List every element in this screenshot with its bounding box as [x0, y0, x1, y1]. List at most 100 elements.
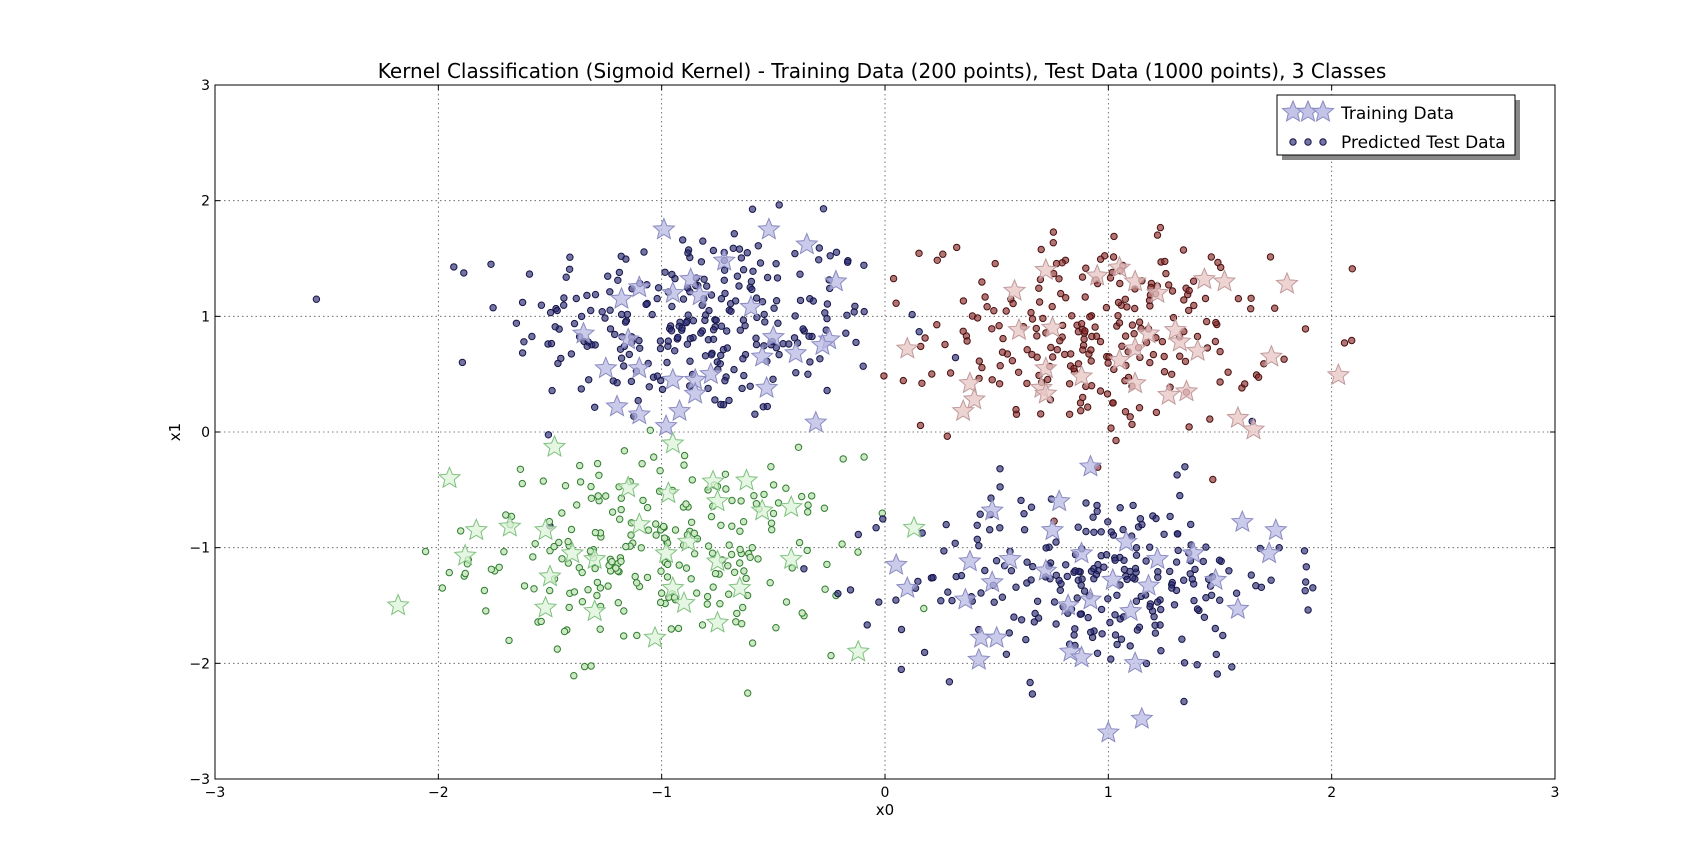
test-point-maroon: [1110, 232, 1118, 241]
training-star-maroon: [1034, 257, 1058, 281]
test-point-green: [690, 529, 698, 537]
training-star-navy: [571, 321, 596, 344]
test-point-navy: [674, 333, 682, 342]
test-point-maroon: [1049, 239, 1058, 247]
test-point-maroon: [933, 321, 941, 329]
test-point-navy: [1153, 598, 1162, 606]
training-star-green: [734, 468, 759, 491]
test-point-navy: [852, 338, 860, 347]
test-point-navy: [863, 621, 871, 629]
test-point-green: [614, 599, 622, 607]
test-point-navy: [1151, 621, 1159, 629]
test-point-navy: [712, 316, 720, 324]
training-star-navy: [810, 333, 835, 356]
test-point-navy: [1093, 507, 1101, 515]
test-point-green: [724, 562, 732, 570]
test-point-navy: [1200, 613, 1209, 621]
test-point-maroon: [899, 376, 907, 385]
training-star-maroon: [1259, 344, 1284, 367]
test-point-maroon: [975, 357, 983, 365]
test-point-green: [637, 544, 645, 552]
test-point-navy: [1056, 586, 1065, 594]
test-point-green: [674, 624, 683, 633]
test-point-navy: [823, 314, 831, 323]
training-star-navy: [750, 344, 774, 367]
test-point-green: [804, 501, 812, 509]
test-point-green: [620, 447, 629, 455]
test-point-maroon: [1044, 375, 1052, 384]
test-point-maroon: [1254, 373, 1263, 381]
test-point-navy: [739, 266, 748, 274]
training-star-green: [437, 465, 462, 489]
test-point-maroon: [1168, 287, 1177, 295]
test-point-navy: [583, 291, 591, 300]
test-point-navy: [1181, 463, 1189, 471]
training-star-maroon: [895, 336, 920, 359]
test-point-navy: [1247, 571, 1256, 579]
test-point-maroon: [1068, 312, 1076, 320]
test-point-maroon: [1165, 281, 1173, 289]
training-star-maroon: [1241, 417, 1266, 440]
test-point-maroon: [1247, 294, 1255, 302]
axis-ticks: −3 −2 −1 0 1 2 3 −3 −2 −1 0 1 2 3: [189, 78, 1559, 801]
test-point-navy: [520, 338, 528, 346]
training-star-navy: [980, 570, 1004, 593]
test-point-navy: [730, 365, 738, 374]
test-point-green: [860, 453, 868, 461]
test-point-navy: [1257, 583, 1266, 591]
training-star-maroon: [1107, 255, 1132, 278]
test-point-green: [570, 588, 579, 596]
test-point-navy: [738, 384, 746, 393]
test-point-navy: [752, 294, 761, 302]
training-star-maroon: [1069, 364, 1094, 387]
test-point-navy: [1031, 609, 1039, 618]
test-point-navy: [1142, 659, 1151, 668]
test-point-green: [687, 518, 696, 526]
test-point-navy: [565, 265, 574, 273]
test-point-navy: [1302, 578, 1310, 586]
test-point-navy: [1136, 515, 1145, 523]
test-point-navy: [1026, 678, 1034, 687]
test-point-maroon: [1062, 294, 1070, 302]
test-point-navy: [773, 274, 782, 282]
test-point-navy: [748, 205, 757, 213]
test-point-navy: [656, 344, 665, 353]
test-point-navy: [1152, 514, 1160, 523]
test-point-navy: [1170, 601, 1179, 609]
test-point-navy: [721, 377, 729, 385]
test-point-maroon: [963, 337, 971, 345]
test-point-navy: [1123, 575, 1131, 584]
y-tick-label: −2: [189, 656, 210, 672]
test-point-maroon: [1185, 306, 1193, 315]
test-point-green: [733, 609, 741, 618]
test-point-navy: [740, 371, 748, 380]
test-point-navy: [312, 295, 321, 303]
test-point-navy: [1157, 605, 1165, 614]
training-star-navy: [627, 402, 652, 425]
test-point-navy: [1193, 605, 1202, 613]
test-point-navy: [621, 318, 630, 326]
test-point-maroon: [1077, 320, 1086, 328]
test-point-navy: [976, 510, 984, 518]
test-point-navy: [557, 354, 565, 363]
test-point-navy: [684, 311, 692, 319]
test-point-navy: [1215, 556, 1224, 564]
x-tick-label: −1: [651, 785, 672, 801]
test-point-green: [594, 492, 602, 500]
test-point-maroon: [1012, 405, 1020, 414]
test-point-maroon: [918, 379, 926, 387]
test-point-navy: [1191, 565, 1199, 574]
test-point-green: [707, 512, 716, 521]
test-point-navy: [743, 249, 751, 257]
test-point-maroon: [1128, 420, 1136, 429]
legend: Training Data Predicted Test Data: [1276, 94, 1520, 160]
test-point-navy: [1093, 649, 1102, 657]
test-point-green: [573, 501, 581, 509]
test-point-green: [657, 589, 666, 597]
training-star-navy: [1123, 650, 1147, 674]
training-star-navy: [661, 367, 685, 390]
test-point-navy: [663, 358, 671, 367]
test-point-green: [717, 521, 725, 529]
test-point-green: [839, 455, 847, 463]
y-tick-label: 0: [201, 425, 210, 441]
